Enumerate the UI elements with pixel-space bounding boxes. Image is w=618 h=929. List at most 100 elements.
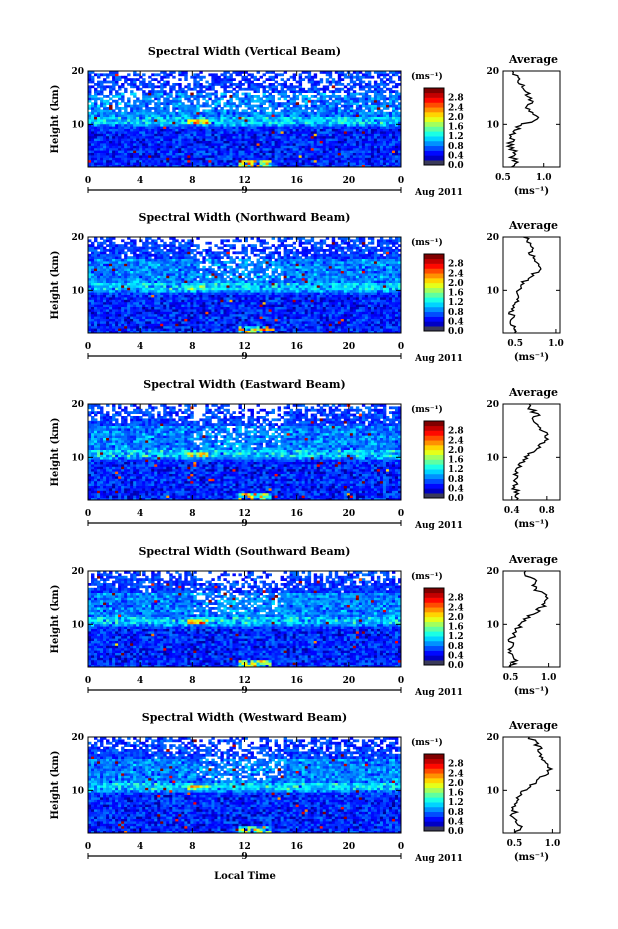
heatmap-cell [133,104,137,108]
heatmap-cell [145,330,149,334]
heatmap-cell [298,126,303,129]
heatmap-cell [286,318,291,322]
heatmap-cell [139,159,143,163]
heatmap-cell [382,131,387,134]
heatmap-cell [262,306,266,310]
heatmap-cell [205,131,209,134]
heatmap-cell [286,116,291,120]
heatmap-cell [304,159,309,163]
heatmap-cell [220,140,224,144]
heatmap-cell [382,97,387,101]
heatmap-cell [292,114,297,117]
heatmap-cell [238,304,242,307]
heatmap-cell [220,301,224,305]
heatmap-cell [196,121,200,125]
heatmap-cell [346,126,351,129]
heatmap-cell [106,152,110,156]
heatmap-cell [115,306,119,310]
heatmap-cell [247,155,251,158]
heatmap-cell [283,152,288,156]
x-axis-label-local-time: Local Time [214,871,276,882]
heatmap-cell [193,143,197,146]
heatmap-cell [178,301,182,305]
heatmap-cell [289,121,294,125]
heatmap-cell [388,330,393,334]
heatmap-cell [280,109,285,113]
heatmap-cell [358,316,363,319]
heatmap-cell [133,330,137,334]
heatmap-cell [250,325,254,329]
heatmap-cell [232,318,236,322]
heatmap-cell [205,121,209,125]
heatmap-cell [154,309,158,312]
heatmap-cell [253,150,257,153]
heatmap-cell [127,321,131,324]
heatmap-cell [385,318,390,322]
heatmap-cell [223,95,227,98]
heatmap-cell [214,159,218,163]
heatmap-cell [235,304,239,307]
heatmap-cell [307,325,312,329]
heatmap-cell [265,126,269,129]
colorbar-segment [424,88,444,94]
heatmap-cell [355,152,360,156]
heatmap-cell [310,318,315,322]
heatmap-cell [100,114,104,117]
heatmap-cell [397,119,402,122]
heatmap-cell [388,316,393,319]
heatmap-cell [109,147,113,151]
heatmap-cell [382,133,387,137]
heatmap-cell [145,140,149,144]
heatmap-cell [172,87,176,91]
heatmap-cell [295,155,300,158]
heatmap-cell [229,97,233,101]
heatmap-cell [388,128,393,132]
heatmap-cell [139,330,143,334]
heatmap-cell [127,147,131,151]
heatmap-cell [331,131,336,134]
heatmap-cell [397,311,402,315]
heatmap-cell [259,107,263,110]
heatmap-cell [364,155,369,158]
heatmap-cell [262,316,266,319]
heatmap-cell [154,104,158,108]
heatmap-cell [289,102,294,105]
heatmap-cell [385,143,390,146]
heatmap-cell [253,90,257,93]
heatmap-cell [253,140,257,144]
heatmap-cell [175,325,179,329]
heatmap-cell [316,301,321,305]
heatmap-cell [244,328,248,331]
heatmap-cell [244,95,248,98]
heatmap-cell [124,138,128,141]
heatmap-cell [292,92,297,96]
heatmap-cell [205,328,209,331]
average-profile-line [505,70,540,168]
heatmap-cell [181,114,185,117]
heatmap-cell [211,111,215,115]
heatmap-cell [211,78,215,81]
heatmap-cell [238,147,242,151]
heatmap-cell [217,80,221,84]
heatmap-cell [106,75,110,79]
heatmap-cell [115,128,119,132]
heatmap-cell [337,107,342,110]
heatmap-cell [313,126,318,129]
heatmap-cell [94,152,98,156]
heatmap-cell [385,135,390,139]
heatmap-cell [382,83,387,86]
heatmap-cells [88,237,402,334]
heatmap-cell [124,75,128,79]
heatmap-cell [127,99,131,103]
heatmap-cell [301,330,306,334]
x-tick-label: 4 [137,176,143,186]
heatmap-cell [244,133,248,137]
heatmap-cell [328,123,333,127]
heatmap-cell [385,316,390,319]
heatmap-cell [313,150,318,153]
heatmap-cell [97,123,101,127]
heatmap-cell [385,133,390,137]
heatmap-cell [346,119,351,122]
heatmap-cell [100,306,104,310]
heatmap-cell [265,313,269,317]
